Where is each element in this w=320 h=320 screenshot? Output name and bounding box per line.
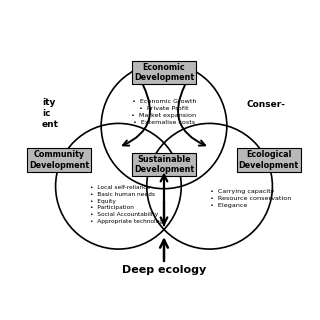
Text: Deep ecology: Deep ecology — [122, 265, 206, 276]
Text: Conser-: Conser- — [247, 100, 286, 109]
Text: Community
Development: Community Development — [29, 150, 89, 170]
Text: Ecological
Development: Ecological Development — [239, 150, 299, 170]
Text: •  Economic Growth
•  Private Profit
•  Market expansion
•  Extemalise costs: • Economic Growth • Private Profit • Mar… — [132, 99, 196, 125]
Text: Sustainable
Development: Sustainable Development — [134, 155, 194, 174]
Text: •  Local self-reliance
•  Basic human needs
•  Equity
•  Participation
•  Social: • Local self-reliance • Basic human need… — [90, 185, 167, 224]
Text: ity
ic
ent: ity ic ent — [42, 98, 59, 129]
Text: Economic
Development: Economic Development — [134, 62, 194, 82]
Text: •  Carrying capacity
•  Resource conservation
•  Elegance: • Carrying capacity • Resource conservat… — [210, 189, 291, 208]
